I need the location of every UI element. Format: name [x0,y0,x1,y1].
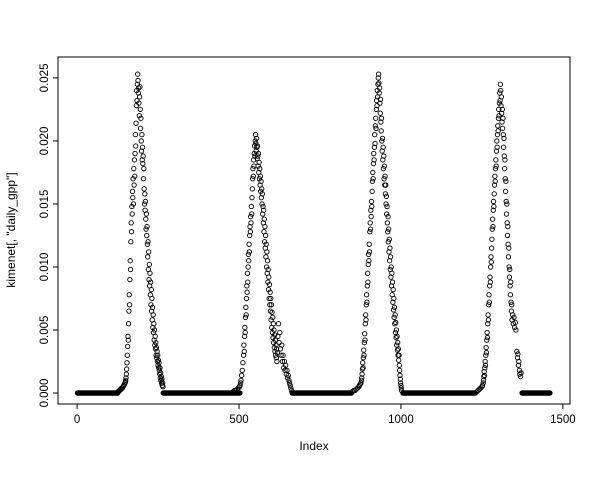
y-tick-label: 0.000 [39,379,51,408]
y-tick-label: 0.015 [39,190,51,219]
y-tick-label: 0.025 [39,64,51,93]
x-tick-label: 500 [229,414,248,426]
scatter-points [74,71,553,396]
x-tick-label: 0 [74,414,80,426]
plot-box [57,56,571,405]
x-tick-label: 1500 [550,414,576,426]
y-tick-label: 0.020 [39,127,51,156]
y-tick-label: 0.005 [39,316,51,345]
x-tick-label: 1000 [388,414,414,426]
x-axis-title: Index [299,439,328,453]
y-tick-label: 0.010 [39,253,51,282]
y-axis-title: kimenet[, "daily_gpp"] [4,172,18,287]
